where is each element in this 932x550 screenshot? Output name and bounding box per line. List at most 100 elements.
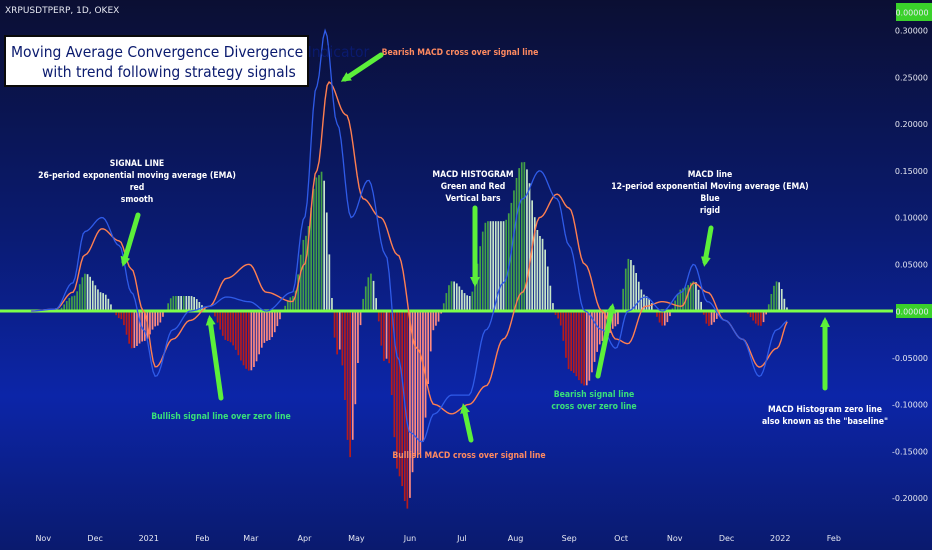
histogram-bar <box>539 236 541 311</box>
histogram-bar <box>523 162 526 311</box>
histogram-bar <box>250 311 253 371</box>
histogram-bar <box>687 285 689 311</box>
histogram-bar <box>580 311 583 384</box>
histogram-bar <box>575 311 578 377</box>
title-box: Moving Average Convergence Divergence In… <box>4 35 370 87</box>
histogram-bar <box>552 303 554 311</box>
histogram-bar <box>320 171 323 311</box>
histogram-bar <box>546 266 549 311</box>
histogram-bar <box>372 280 375 311</box>
histogram-bar <box>767 304 770 311</box>
baseline-label-2: also known as the "baseline" <box>762 417 888 427</box>
histogram-bar <box>349 311 351 458</box>
histogram-bar <box>302 239 305 311</box>
x-tick-label: 2021 <box>139 534 159 543</box>
x-tick-label: Oct <box>614 534 628 543</box>
histogram-bar <box>76 291 78 311</box>
bearish-zero-arrow <box>595 303 616 379</box>
macd-line-desc: 12-period exponential Moving average (EM… <box>611 182 808 192</box>
histogram-bar <box>375 298 377 311</box>
histogram-bar <box>461 289 463 311</box>
histogram-bar <box>598 311 601 345</box>
histogram-bar <box>611 311 614 329</box>
histogram-bar <box>762 311 765 323</box>
histogram-bar <box>630 260 632 311</box>
histogram-bar <box>661 311 663 326</box>
histogram-bar <box>645 296 648 311</box>
histogram-bar <box>531 200 533 311</box>
histogram-bar <box>500 221 502 311</box>
histogram-bar <box>380 311 383 346</box>
histogram-bar <box>128 311 130 344</box>
histogram-bar <box>637 281 640 311</box>
histogram-bar <box>414 311 416 457</box>
histogram-bar <box>562 311 565 341</box>
histogram-bar <box>328 254 331 311</box>
histogram-bar <box>432 311 435 331</box>
annotation-signal-line: SIGNAL LINE 26-period exponential moving… <box>38 159 236 205</box>
histogram-bar <box>588 311 591 381</box>
histogram-bar <box>411 311 414 473</box>
signal-line-color: red <box>130 183 145 193</box>
histogram-bar <box>377 311 380 322</box>
histogram-bar <box>448 285 450 311</box>
histogram-bar <box>710 311 713 325</box>
histogram-bar <box>219 311 221 330</box>
histogram-bar <box>102 293 104 311</box>
histogram-bar <box>104 294 107 311</box>
histogram-bar <box>570 311 572 371</box>
histogram-bar <box>780 289 783 311</box>
histogram-heading: MACD HISTOGRAM <box>432 170 513 180</box>
histogram-bar <box>700 301 702 311</box>
annotation-bullish-cross: Bullish MACD cross over signal line <box>392 451 545 461</box>
histogram-bar <box>284 305 286 311</box>
histogram-bar <box>455 283 458 311</box>
histogram-bar <box>195 299 198 311</box>
histogram-bar <box>180 296 182 311</box>
histogram-bar <box>643 294 645 311</box>
histogram-bar <box>437 311 440 322</box>
histogram-bar <box>572 311 575 373</box>
price-badge-value: 0.00000 <box>895 9 928 18</box>
histogram-bar <box>591 311 593 373</box>
histogram-bar <box>292 296 294 311</box>
histogram-bar <box>255 311 258 362</box>
histogram-bar <box>297 274 299 311</box>
histogram-bar <box>585 311 588 386</box>
baseline-label-1: MACD Histogram zero line <box>768 405 882 415</box>
histogram-bar <box>338 311 341 350</box>
histogram-bar <box>466 295 468 311</box>
histogram-bar <box>567 311 570 370</box>
x-tick-label: Feb <box>195 534 209 543</box>
histogram-bar <box>310 207 312 311</box>
histogram-bar <box>359 311 362 326</box>
histogram-bar <box>385 311 388 359</box>
y-tick-label: 0.10000 <box>895 214 928 223</box>
histogram-bar <box>497 221 500 311</box>
histogram-bar <box>162 311 164 317</box>
histogram-bar <box>635 273 637 311</box>
histogram-bar <box>177 296 180 311</box>
histogram-bar <box>757 311 760 326</box>
histogram-bar <box>676 293 679 311</box>
x-tick-label: Dec <box>87 534 102 543</box>
histogram-bar <box>333 311 336 338</box>
histogram-bar <box>323 180 325 311</box>
y-tick-label: -0.05000 <box>892 354 928 363</box>
histogram-bar <box>276 311 279 327</box>
histogram-bar <box>492 221 494 311</box>
histogram-bar <box>232 311 234 346</box>
histogram-bar <box>393 311 396 438</box>
histogram-bar <box>383 311 385 361</box>
histogram-bar <box>214 311 216 317</box>
histogram-bar <box>419 311 422 454</box>
histogram-bar <box>481 231 484 311</box>
histogram-bar <box>260 311 263 348</box>
bullish-zero-arrow <box>205 315 224 401</box>
histogram-bar <box>505 219 507 311</box>
histogram-bar <box>268 311 271 340</box>
histogram-bar <box>682 288 684 311</box>
histogram-bar <box>513 190 515 311</box>
histogram-bar <box>507 213 510 311</box>
histogram-bar <box>344 311 346 400</box>
